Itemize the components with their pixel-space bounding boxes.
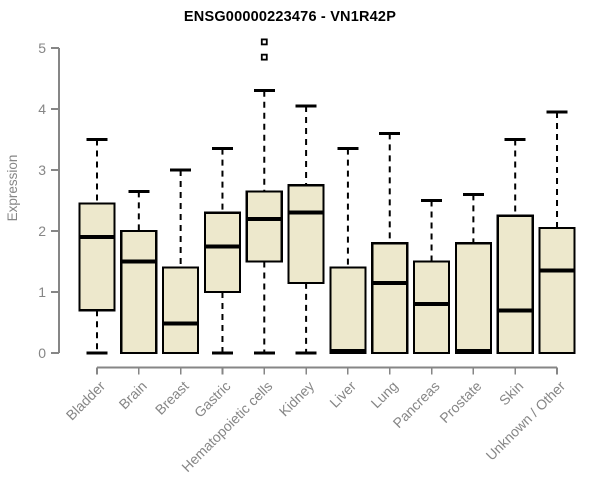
y-tick-label: 1 [38,284,46,300]
y-axis-title: Expression [5,155,20,222]
iqr-box [371,242,409,355]
y-tick-label: 2 [38,223,46,239]
iqr-box [287,184,325,284]
iqr-box [162,266,200,355]
y-tick-label: 0 [38,345,46,361]
iqr-box [412,260,451,355]
y-tick-label: 3 [38,162,46,178]
iqr-box [496,214,534,355]
category-label: Bladder [63,378,109,424]
category-label: Kidney [276,378,318,420]
iqr-box [329,266,367,355]
category-label: Liver [326,378,359,411]
iqr-box [454,242,492,355]
iqr-box [203,211,242,294]
iqr-box [538,226,576,355]
category-label: Brain [116,378,150,412]
y-tick-label: 5 [38,40,46,56]
outlier-point [260,53,268,61]
category-label: Breast [152,378,192,418]
category-label: Lung [368,378,401,411]
category-label: Unknown / Other [483,378,569,464]
chart-title: ENSG00000223476 - VN1R42P [184,9,396,25]
y-tick-label: 4 [38,101,46,117]
iqr-box [120,229,158,355]
category-label: Prostate [436,378,484,426]
outlier-point [260,38,268,46]
category-label: Skin [496,378,527,409]
iqr-box [78,202,116,312]
iqr-box [245,190,283,263]
